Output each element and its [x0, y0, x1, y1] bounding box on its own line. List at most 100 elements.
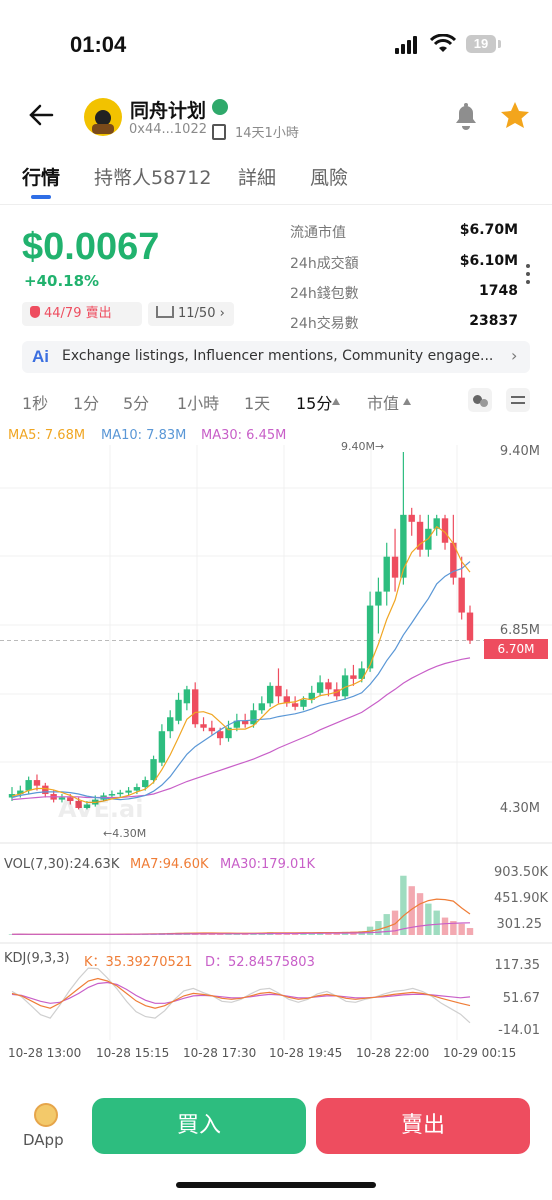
price-change: +40.18% [24, 272, 100, 290]
volume-bar [425, 903, 432, 935]
time-label: 10-28 19:45 [269, 1046, 343, 1060]
buy-sell-pill[interactable]: 44/79 賣出 [22, 302, 142, 326]
kdj-k-line [11, 977, 471, 1009]
status-time: 01:04 [70, 32, 127, 57]
candle-body [200, 724, 207, 728]
kdj-axis-high: 117.35 [494, 958, 541, 973]
stat-value-txs: 23837 [469, 313, 518, 329]
ma5-line [11, 525, 471, 804]
kdj-k-legend: K：35.39270521 [84, 955, 193, 970]
volume-bar [441, 917, 449, 935]
more-vertical-icon[interactable] [526, 264, 530, 286]
sell-button[interactable]: 賣出 [316, 1098, 530, 1154]
candle-body [183, 689, 191, 704]
candle-body [25, 780, 32, 791]
tf-mcap[interactable]: 市值 [367, 394, 400, 413]
vol-axis-mid: 451.90K [493, 891, 548, 906]
dapp-label[interactable]: DApp [23, 1131, 64, 1149]
vol-legend: VOL(7,30):24.63K [4, 857, 120, 872]
candle-body [375, 591, 382, 606]
candle-body [208, 727, 216, 732]
tf-1s[interactable]: 1秒 [22, 394, 49, 413]
current-price-tag: 6.70M [484, 639, 548, 659]
signal-icon [395, 36, 423, 54]
candle-body [316, 682, 324, 693]
candle-body [125, 790, 132, 793]
candle-body [291, 703, 299, 707]
back-arrow-icon[interactable] [28, 103, 54, 127]
kdj-j-line [11, 967, 471, 1024]
candle-body [258, 703, 266, 711]
sell-count: /79 賣出 [60, 306, 112, 321]
stat-label-volume: 24h成交額 [290, 256, 359, 272]
kdj-axis-low: -14.01 [498, 1023, 540, 1038]
kdj-d-legend: D：52.84575803 [205, 955, 315, 970]
ma30-legend: MA30: 6.45M [201, 428, 287, 443]
dapp-icon[interactable] [34, 1103, 58, 1127]
stat-value-mcap: $6.70M [459, 222, 518, 238]
price-axis-low: 4.30M [499, 801, 540, 816]
candle-body [67, 797, 74, 802]
buy-button[interactable]: 買入 [92, 1098, 306, 1154]
ai-summary-bar[interactable] [22, 341, 530, 373]
crown-icon [156, 306, 174, 318]
tab-details[interactable]: 詳細 [238, 167, 277, 189]
chevron-right-icon: › [511, 346, 518, 365]
ai-icon: Ai [32, 347, 49, 366]
rank-value: 11/50 [178, 306, 216, 321]
token-name: 同舟计划 [130, 100, 207, 122]
kdj-d-line [11, 981, 471, 1004]
tf-1d[interactable]: 1天 [244, 394, 271, 413]
candle-body [241, 720, 249, 725]
vol-ma30-legend: MA30:179.01K [220, 857, 316, 872]
stat-value-wallets: 1748 [479, 283, 518, 299]
candle-body [308, 692, 315, 700]
candle-body [408, 514, 415, 522]
stat-label-mcap: 流通市值 [290, 225, 346, 241]
stat-label-wallets: 24h錢包數 [290, 286, 359, 302]
stat-value-volume: $6.10M [459, 253, 518, 269]
volume-bar [8, 934, 16, 935]
stat-label-txs: 24h交易數 [290, 316, 359, 332]
time-label: 10-28 22:00 [356, 1046, 430, 1060]
candle-body [133, 787, 141, 791]
candle-body [416, 521, 424, 550]
copy-icon[interactable] [212, 124, 226, 140]
tf-1m[interactable]: 1分 [73, 394, 100, 413]
volume-ma30-line [11, 922, 471, 935]
candle-body [58, 797, 66, 800]
dropdown-triangle-icon [403, 398, 411, 405]
tab-holders[interactable]: 持幣人58712 [94, 167, 212, 189]
vol-ma7-legend: MA7:94.60K [130, 857, 209, 872]
price-axis-mid: 6.85M [499, 623, 540, 638]
star-icon[interactable] [500, 101, 530, 129]
kdj-legend: KDJ(9,3,3) [4, 951, 70, 966]
candle-body [216, 731, 224, 739]
candle-body [42, 785, 49, 795]
token-address[interactable]: 0x44...1022 [129, 122, 207, 137]
tf-1h[interactable]: 1小時 [177, 394, 220, 413]
tab-active-indicator [31, 195, 51, 199]
candle-body [192, 689, 199, 725]
candle-body [441, 518, 449, 543]
bell-icon[interactable] [452, 101, 480, 131]
candle-body [300, 699, 307, 707]
ma30-line [11, 657, 471, 801]
tab-market[interactable]: 行情 [22, 167, 61, 189]
volume-bar [383, 914, 390, 935]
settings-sliders-icon[interactable] [506, 388, 530, 412]
kdj-axis-mid: 51.67 [502, 991, 540, 1006]
current-price: $0.0067 [22, 226, 160, 268]
watermark: AVE.ai [58, 795, 144, 823]
home-indicator [176, 1182, 376, 1188]
tf-15m[interactable]: 15分 [296, 394, 333, 413]
rank-pill[interactable]: 11/50 › [148, 302, 234, 326]
indicator-icon[interactable] [468, 388, 492, 412]
candle-body [366, 605, 374, 669]
tf-5m[interactable]: 5分 [123, 394, 150, 413]
tab-risk[interactable]: 風險 [310, 167, 349, 189]
ma5-legend: MA5: 7.68M [8, 428, 86, 443]
price-chart[interactable] [0, 445, 552, 1045]
candle-body [83, 804, 91, 808]
candle-body [150, 759, 157, 781]
